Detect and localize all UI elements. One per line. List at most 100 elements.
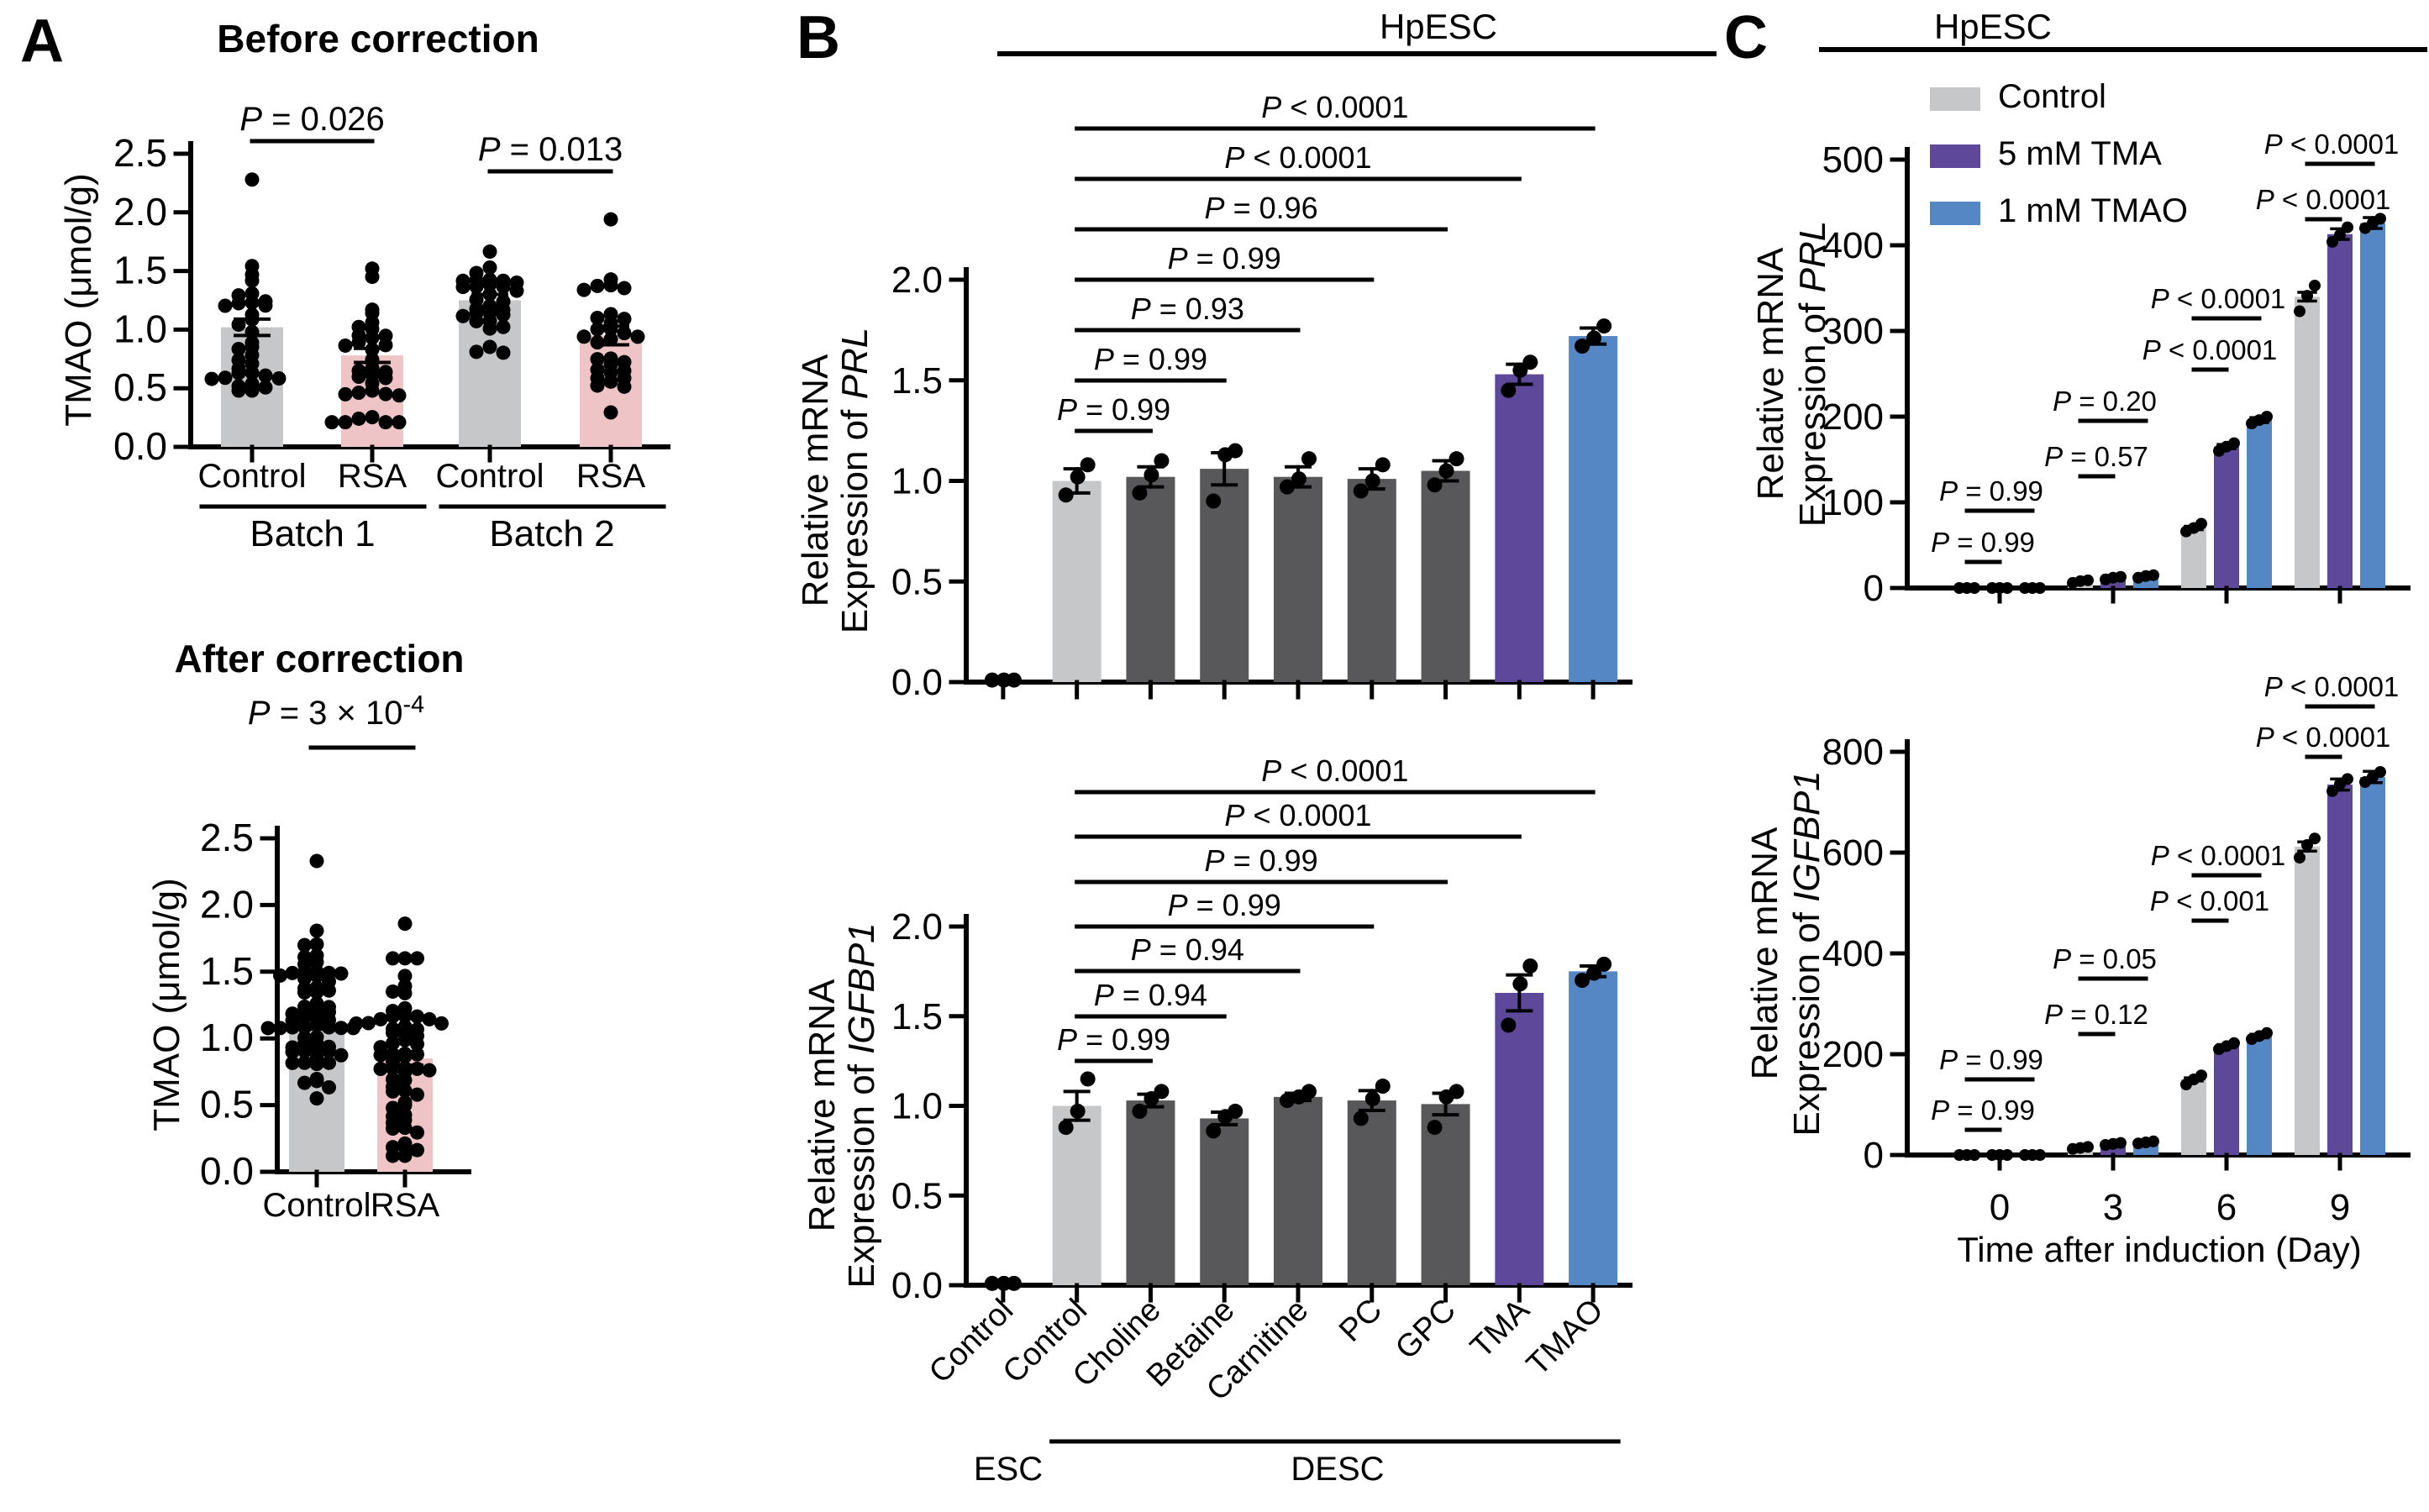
b2-y-tick-label: 1.5 xyxy=(891,996,943,1037)
b1-y-tick-label: 1.0 xyxy=(891,461,943,502)
a1-scatter-dot xyxy=(338,386,353,402)
a1-scatter-dot xyxy=(482,244,497,260)
a1-scatter-dot xyxy=(244,172,260,187)
a1-x-label: RSA xyxy=(576,458,646,495)
a2-scatter-dot xyxy=(410,1037,424,1052)
c1-y-tick-label: 400 xyxy=(1822,225,1884,266)
a1-scatter-dot xyxy=(231,383,246,398)
b1-data-point xyxy=(1206,493,1222,509)
c1-bar-day6-blue xyxy=(2247,420,2272,588)
b1-bar-control-1 xyxy=(1052,480,1101,682)
a2-x-label: Control xyxy=(263,1187,371,1224)
b2-bracket: P = 0.99 xyxy=(1057,1022,1170,1057)
c1-bracket-upper-label: P = 0.99 xyxy=(1939,475,2043,507)
b-desc-label: DESC xyxy=(1291,1451,1384,1488)
b2-data-point xyxy=(1228,1103,1243,1119)
c2-y-axis-label-line1: Relative mRNA xyxy=(1744,827,1785,1079)
a2-scatter-dot xyxy=(322,1043,336,1058)
a1-scatter-dot xyxy=(603,405,618,420)
b2-bar-choline-2 xyxy=(1126,1100,1175,1285)
b2-data-point xyxy=(1206,1123,1222,1139)
c1-bar-day9-purple xyxy=(2327,234,2353,588)
legend-swatch-purple xyxy=(1930,144,1980,168)
a2-scatter-dot xyxy=(322,983,336,998)
a1-scatter-dot xyxy=(603,212,618,227)
a2-scatter-dot xyxy=(361,1016,376,1031)
c1-y-tick-label: 100 xyxy=(1822,482,1884,523)
a1-scatter-dot xyxy=(244,273,260,288)
b1-data-point xyxy=(1438,463,1454,479)
b1-data-point xyxy=(984,672,1000,688)
b2-data-point xyxy=(1364,1090,1380,1106)
a2-scatter-dot xyxy=(334,1047,349,1063)
b2-bar-pc-5 xyxy=(1347,1100,1396,1285)
a1-x-label: RSA xyxy=(338,458,407,495)
b2-bar-carnitine-4 xyxy=(1274,1096,1322,1285)
a2-scatter-dot xyxy=(397,916,413,932)
a2-scatter-dot xyxy=(386,1009,400,1024)
c1-data-point xyxy=(2294,305,2305,318)
c-day-label-3: 3 xyxy=(2103,1187,2123,1228)
a2-y-tick-label: 2.5 xyxy=(200,816,254,859)
b2-data-point xyxy=(1132,1103,1148,1119)
a2-scatter-dot xyxy=(309,1074,324,1089)
b1-data-point xyxy=(1301,451,1317,467)
c2-bracket-upper-label: P < 0.0001 xyxy=(2151,840,2286,871)
a1-scatter-dot xyxy=(351,334,366,349)
a2-x-label: RSA xyxy=(371,1187,440,1224)
a2-scatter-dot xyxy=(373,1011,388,1026)
a1-scatter-dot xyxy=(351,411,366,426)
a1-scatter-dot xyxy=(365,270,380,285)
b1-bar-tmao-8 xyxy=(1569,336,1618,682)
a1-scatter-dot xyxy=(496,319,511,334)
a1-scatter-dot xyxy=(258,298,273,313)
b2-bracket: P = 0.99 xyxy=(1205,843,1318,878)
c2-bar-day9-purple xyxy=(2327,785,2353,1155)
a1-scatter-dot xyxy=(338,338,353,353)
b1-data-point xyxy=(1006,672,1022,688)
b1-data-point xyxy=(1364,473,1380,489)
a2-scatter-dot xyxy=(397,1121,413,1136)
legend-label-0: Control xyxy=(1998,78,2106,115)
b1-bar-pc-5 xyxy=(1347,479,1396,682)
a1-scatter-dot xyxy=(496,307,511,323)
a1-y-tick-label: 0.5 xyxy=(113,365,167,409)
b1-data-point xyxy=(1512,362,1528,378)
b2-bar-control-1 xyxy=(1052,1105,1101,1285)
b-x-label-8: TMAO xyxy=(1520,1293,1610,1383)
a2-scatter-dot xyxy=(410,1047,424,1062)
b2-y-axis-label-line2: Expression of IGFBP1 xyxy=(841,922,882,1288)
b1-y-tick-label: 2.0 xyxy=(891,260,943,301)
c-hpesc-header: HpESC xyxy=(1934,7,2052,46)
a1-scatter-dot xyxy=(590,378,605,393)
a2-scatter-dot xyxy=(386,1084,400,1099)
a2-scatter-dot xyxy=(386,951,400,966)
legend-label-1: 5 mM TMA xyxy=(1998,135,2162,172)
b1-data-point xyxy=(1228,443,1243,459)
c1-bar-day6-gray xyxy=(2181,528,2206,588)
b2-data-point xyxy=(1586,965,1602,981)
a2-scatter-dot xyxy=(309,853,324,869)
b2-bracket: P = 0.94 xyxy=(1094,978,1207,1012)
b2-y-tick-label: 2.0 xyxy=(891,906,943,948)
b2-bar-gpc-6 xyxy=(1421,1104,1470,1285)
a2-scatter-dot xyxy=(334,1021,349,1036)
a2-scatter-dot xyxy=(260,1021,276,1036)
a2-scatter-dot xyxy=(410,951,424,966)
b2-y-axis-label-line1: Relative mRNA xyxy=(802,979,843,1231)
a1-scatter-dot xyxy=(630,329,645,344)
b1-bar-tma-7 xyxy=(1495,374,1544,682)
c2-bracket-upper-label: P = 0.99 xyxy=(1939,1044,2043,1075)
a1-scatter-dot xyxy=(338,415,353,430)
c1-y-tick-label: 500 xyxy=(1822,139,1884,181)
a1-scatter-dot xyxy=(576,329,591,344)
a2-bracket-label: P = 3 × 10-4 xyxy=(248,691,424,732)
b2-y-tick-label: 1.0 xyxy=(891,1086,943,1127)
c1-y-tick-label: 0 xyxy=(1864,568,1884,609)
a2-scatter-dot xyxy=(297,1055,312,1070)
a1-scatter-dot xyxy=(231,365,246,381)
b2-y-tick-label: 0.0 xyxy=(891,1265,943,1306)
c2-bracket-lower-label: P < 0.001 xyxy=(2150,885,2269,916)
c1-data-point xyxy=(2309,279,2321,291)
